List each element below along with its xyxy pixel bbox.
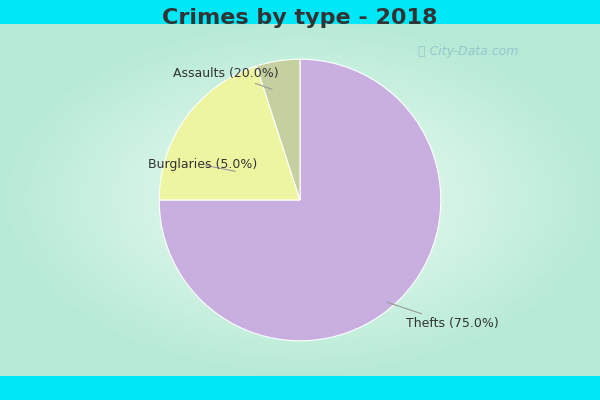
Text: Crimes by type - 2018: Crimes by type - 2018 <box>162 8 438 28</box>
Text: Burglaries (5.0%): Burglaries (5.0%) <box>148 158 257 171</box>
Text: ⓘ City-Data.com: ⓘ City-Data.com <box>418 46 518 58</box>
Text: Assaults (20.0%): Assaults (20.0%) <box>173 67 279 89</box>
Wedge shape <box>159 59 441 341</box>
Wedge shape <box>159 66 300 200</box>
Text: Thefts (75.0%): Thefts (75.0%) <box>387 302 499 330</box>
Wedge shape <box>256 59 300 200</box>
